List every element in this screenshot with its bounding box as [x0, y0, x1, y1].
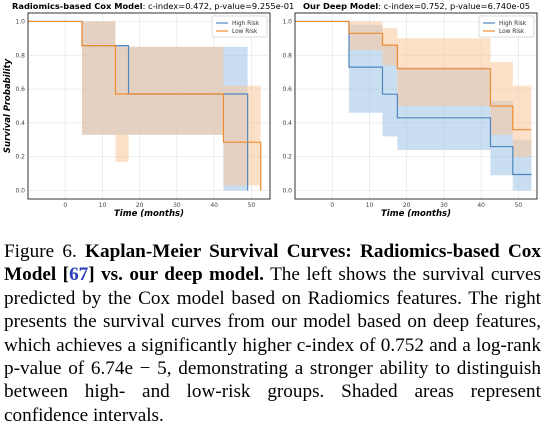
ci-band-low-risk	[223, 85, 261, 186]
ci-band-low-risk	[490, 62, 513, 135]
chart-title-stats: : c-index=0.752, p-value=6.740e-05	[378, 1, 530, 11]
survival-curve-low-risk	[295, 20, 532, 131]
y-tick-label: 0.6	[15, 86, 25, 93]
y-tick-label: 0.8	[282, 52, 292, 59]
y-tick-label: 1.0	[282, 18, 292, 25]
y-tick-label: 0.2	[15, 154, 25, 161]
y-tick-label: 0.4	[282, 120, 292, 127]
x-tick-label: 0	[330, 202, 334, 209]
x-tick-label: 0	[63, 202, 67, 209]
caption-figure-label: Figure 6.	[4, 241, 77, 262]
ci-band-low-risk	[115, 46, 129, 162]
legend-label: High Risk	[232, 21, 260, 27]
x-tick-label: 40	[477, 202, 485, 209]
y-tick-label: 0.4	[15, 120, 25, 127]
survival-curve-high-risk	[295, 20, 532, 176]
y-tick-label: 0.0	[15, 188, 25, 195]
chart-panel-2: Our Deep Model: c-index=0.752, p-value=6…	[282, 1, 538, 219]
chart-panel-1: Radiomics-based Cox Model: c-index=0.472…	[3, 1, 294, 219]
y-axis-label: Survival Probability	[3, 58, 13, 153]
caption-title-1: Kaplan-Meier Survival Curves: Radiomics-…	[4, 241, 541, 286]
chart-title-stats: : c-index=0.472, p-value=9.255e-01	[143, 1, 295, 11]
x-tick-label: 50	[248, 202, 256, 209]
ci-band-low-risk	[397, 38, 491, 107]
legend-label: Low Risk	[499, 29, 525, 35]
y-tick-label: 1.0	[15, 18, 25, 25]
ci-band-low-risk	[81, 21, 116, 135]
caption-citation-link[interactable]: 67	[69, 264, 89, 286]
plot-frame	[294, 12, 538, 200]
y-tick-label: 0.2	[282, 154, 292, 161]
ci-band-low-risk	[512, 85, 532, 157]
ci-band-high-risk	[382, 45, 398, 137]
figure: Radiomics-based Cox Model: c-index=0.472…	[3, 1, 538, 219]
caption-body: The left shows the survival curves predi…	[4, 264, 541, 426]
x-tick-label: 20	[136, 202, 144, 209]
legend-label: Low Risk	[232, 29, 258, 35]
x-tick-label: 10	[99, 202, 107, 209]
ci-band-low-risk	[382, 28, 398, 66]
figure-caption: Figure 6. Kaplan-Meier Survival Curves: …	[4, 240, 541, 427]
x-axis-label: Time (months)	[114, 209, 184, 219]
legend-box	[478, 15, 535, 38]
legend-label: High Risk	[499, 21, 527, 27]
chart-title: Radiomics-based Cox Model: c-index=0.472…	[12, 1, 294, 11]
x-tick-label: 20	[403, 202, 411, 209]
ci-band-low-risk	[128, 46, 224, 135]
ci-band-low-risk	[348, 21, 383, 51]
x-tick-label: 30	[173, 202, 181, 209]
caption-title-2: ] vs. our deep model.	[88, 264, 264, 286]
y-tick-label: 0.8	[15, 52, 25, 59]
x-tick-label: 50	[515, 202, 523, 209]
y-tick-label: 0.6	[282, 86, 292, 93]
chart-title-bold: Our Deep Model	[303, 1, 378, 11]
chart-title: Our Deep Model: c-index=0.752, p-value=6…	[303, 1, 530, 11]
legend-box	[211, 15, 268, 38]
x-axis-label: Time (months)	[381, 209, 451, 219]
x-tick-label: 40	[210, 202, 218, 209]
plot-frame	[27, 12, 271, 200]
y-tick-label: 0.0	[282, 188, 292, 195]
survival-curve-low-risk	[28, 20, 262, 191]
x-tick-label: 10	[366, 202, 374, 209]
x-tick-label: 30	[440, 202, 448, 209]
chart-title-bold: Radiomics-based Cox Model	[12, 1, 143, 11]
